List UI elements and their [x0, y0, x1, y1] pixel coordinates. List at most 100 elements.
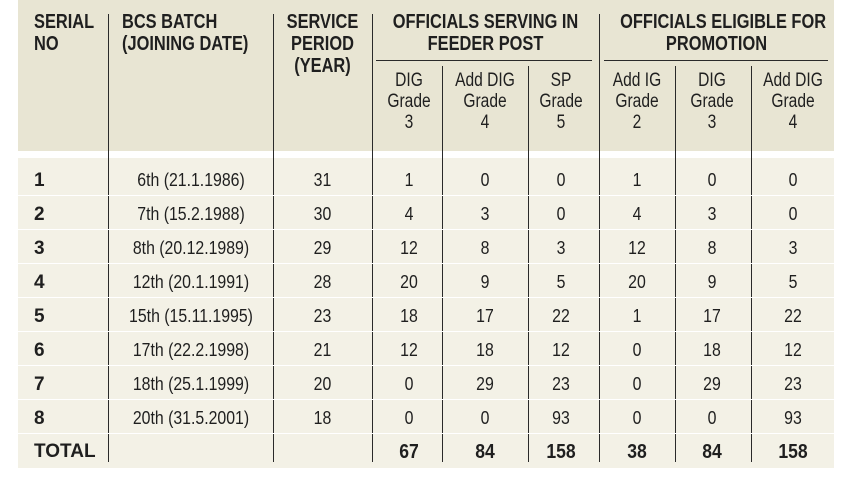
row-separator: [18, 297, 834, 298]
row-separator: [18, 263, 834, 264]
row-feeder-value: 4: [404, 204, 414, 224]
row-eligible-value: 0: [788, 204, 798, 224]
rule-eligible-1-2: [675, 66, 676, 462]
subheader-feeder-3-line3: 5: [556, 112, 566, 133]
table-body-background: [18, 151, 834, 468]
subheader-eligible-1-line3: 2: [632, 112, 642, 133]
row-period: 28: [313, 272, 332, 292]
row-feeder-value: 22: [552, 306, 570, 326]
row-eligible-value: 29: [703, 374, 721, 394]
header-serial-line2: NO: [34, 33, 59, 55]
rule-serial-batch: [108, 14, 109, 462]
row-period: 21: [313, 340, 332, 360]
row-eligible-value: 3: [788, 238, 798, 258]
row-separator: [18, 195, 834, 196]
rule-feeder-1-2: [442, 66, 443, 462]
row-period: 20: [313, 374, 332, 394]
row-feeder-value: 0: [480, 408, 490, 428]
total-eligible-value: 38: [627, 441, 647, 463]
subheader-feeder-1-line3: 3: [404, 112, 414, 133]
rule-batch-period: [273, 14, 274, 462]
header-feeder-line2: FEEDER POST: [427, 33, 544, 55]
header-feeder-line1: OFFICIALS SERVING IN: [392, 11, 579, 33]
table-header-background: [18, 0, 834, 151]
row-batch: 17th (22.2.1998): [132, 340, 250, 360]
row-eligible-value: 1: [632, 306, 642, 326]
row-eligible-value: 17: [703, 306, 721, 326]
row-batch: 7th (15.2.1988): [137, 204, 245, 224]
row-separator: [18, 229, 834, 230]
row-eligible-value: 0: [632, 408, 642, 428]
subheader-eligible-2-line3: 3: [707, 112, 717, 133]
row-eligible-value: 0: [707, 408, 717, 428]
row-eligible-value: 8: [707, 238, 717, 258]
total-feeder-value: 84: [475, 441, 495, 463]
row-period: 30: [313, 204, 332, 224]
subheader-feeder-2-line1: Add DIG: [455, 70, 515, 91]
row-batch: 20th (31.5.2001): [132, 408, 250, 428]
row-feeder-value: 12: [400, 238, 418, 258]
header-batch-line1: BCS BATCH: [122, 11, 218, 33]
row-feeder-value: 1: [404, 170, 414, 190]
row-feeder-value: 17: [476, 306, 494, 326]
row-serial: 8: [34, 408, 45, 429]
row-separator: [18, 433, 834, 434]
rule-under-feeder-title: [376, 60, 592, 61]
subheader-eligible-1-line1: Add IG: [612, 70, 662, 91]
row-feeder-value: 12: [552, 340, 570, 360]
row-feeder-value: 0: [556, 170, 566, 190]
total-eligible-value: 84: [702, 441, 722, 463]
row-feeder-value: 20: [400, 272, 418, 292]
rule-feeder-eligible: [599, 14, 600, 462]
row-batch: 8th (20.12.1989): [132, 238, 250, 258]
row-feeder-value: 8: [480, 238, 490, 258]
row-eligible-value: 22: [784, 306, 802, 326]
row-eligible-value: 0: [632, 340, 642, 360]
row-eligible-value: 93: [784, 408, 802, 428]
row-separator: [18, 365, 834, 366]
subheader-eligible-2-line2: Grade: [690, 91, 734, 112]
row-serial: 1: [34, 170, 45, 191]
row-feeder-value: 0: [480, 170, 490, 190]
row-batch: 6th (21.1.1986): [137, 170, 245, 190]
subheader-feeder-3-line1: SP: [550, 70, 572, 91]
subheader-feeder-2-line2: Grade: [463, 91, 507, 112]
row-serial: 3: [34, 238, 45, 259]
row-batch: 18th (25.1.1999): [132, 374, 250, 394]
total-feeder-value: 67: [399, 441, 419, 463]
header-serial-line1: SERIAL: [34, 11, 95, 33]
row-batch: 15th (15.11.1995): [129, 306, 253, 326]
subheader-feeder-2-line3: 4: [480, 112, 490, 133]
row-feeder-value: 18: [400, 306, 418, 326]
row-feeder-value: 0: [404, 408, 414, 428]
row-eligible-value: 9: [707, 272, 717, 292]
subheader-feeder-1-line2: Grade: [387, 91, 431, 112]
row-eligible-value: 1: [632, 170, 642, 190]
row-eligible-value: 4: [632, 204, 642, 224]
row-eligible-value: 20: [628, 272, 646, 292]
row-period: 18: [313, 408, 332, 428]
row-feeder-value: 29: [476, 374, 494, 394]
row-eligible-value: 23: [784, 374, 802, 394]
row-feeder-value: 23: [552, 374, 570, 394]
row-feeder-value: 3: [556, 238, 566, 258]
subheader-eligible-1-line2: Grade: [615, 91, 659, 112]
total-feeder-value: 158: [546, 441, 576, 463]
header-period-line2: PERIOD: [291, 33, 354, 55]
rule-period-feeder: [372, 14, 373, 462]
row-eligible-value: 12: [784, 340, 802, 360]
header-period-line3: (YEAR): [294, 55, 351, 77]
subheader-eligible-3-line1: Add DIG: [763, 70, 823, 91]
row-feeder-value: 0: [556, 204, 566, 224]
row-period: 31: [313, 170, 332, 190]
row-feeder-value: 0: [404, 374, 414, 394]
row-separator: [18, 331, 834, 332]
row-serial: 6: [34, 340, 45, 361]
rule-under-eligible-title: [604, 60, 828, 61]
row-feeder-value: 93: [552, 408, 570, 428]
header-body-separator: [18, 151, 834, 158]
row-feeder-value: 5: [556, 272, 566, 292]
subheader-eligible-3-line3: 4: [788, 112, 798, 133]
row-serial: 5: [34, 306, 45, 327]
